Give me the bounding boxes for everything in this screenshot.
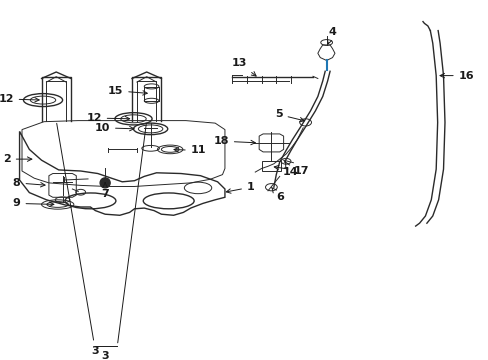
Text: 12: 12	[0, 94, 39, 104]
Text: 6: 6	[271, 187, 283, 202]
Text: 12: 12	[86, 113, 129, 123]
Text: 8: 8	[13, 178, 45, 188]
Text: 5: 5	[274, 109, 304, 122]
Text: 3: 3	[57, 123, 99, 356]
Bar	[262, 161, 280, 171]
Text: 11: 11	[174, 145, 206, 156]
Text: 1: 1	[226, 182, 254, 193]
Circle shape	[100, 178, 110, 188]
Text: 15: 15	[108, 86, 147, 96]
Text: 16: 16	[439, 71, 473, 81]
Text: 14: 14	[283, 162, 298, 177]
Bar	[144, 87, 159, 101]
Text: 10: 10	[95, 123, 134, 133]
Text: 4: 4	[327, 27, 336, 44]
Text: 7: 7	[101, 183, 109, 199]
Text: 17: 17	[274, 165, 308, 176]
Text: 9: 9	[13, 198, 54, 208]
Text: 13: 13	[231, 58, 256, 76]
Text: 18: 18	[213, 136, 255, 146]
Text: 2: 2	[3, 154, 32, 164]
Text: 3: 3	[101, 351, 109, 360]
